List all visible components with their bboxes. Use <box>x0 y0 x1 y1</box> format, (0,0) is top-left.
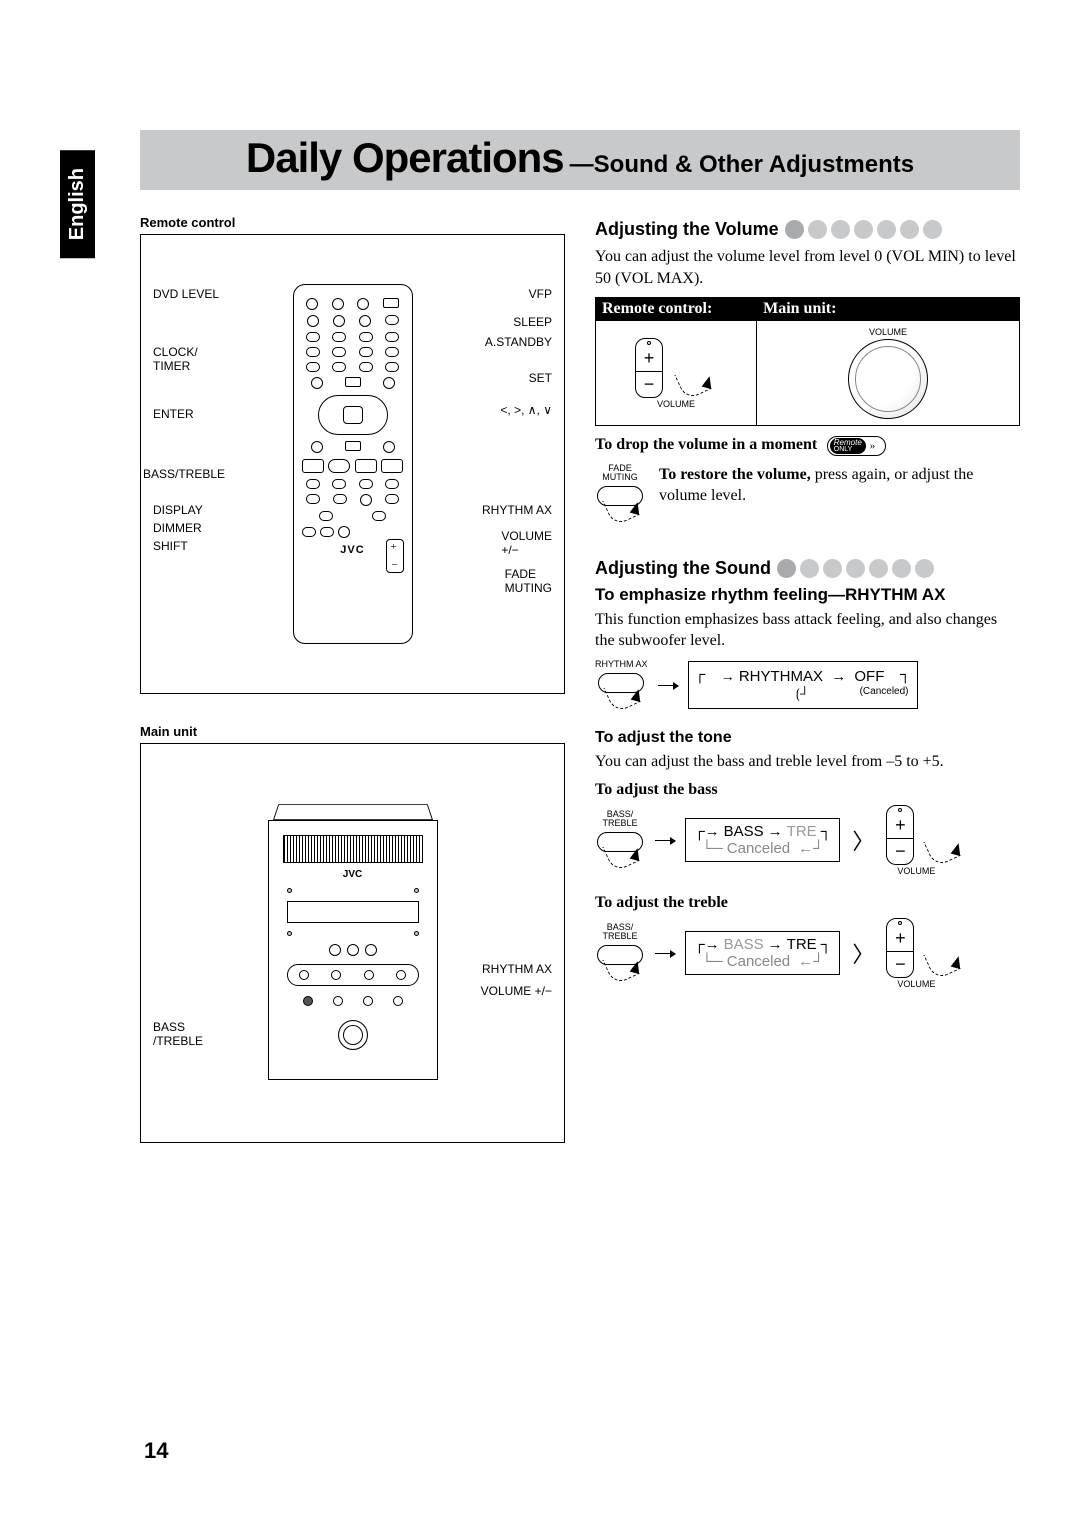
volume-knob-icon <box>848 339 928 419</box>
th-remote: Remote control: <box>596 298 757 321</box>
lead-volume: VOLUME +/− <box>501 529 552 557</box>
remote-illustration: JVC <box>293 284 413 644</box>
unit-brand: JVC <box>269 869 437 880</box>
rhythm-ax-body: This function emphasizes bass attack fee… <box>595 609 1020 652</box>
lead-display: DISPLAY <box>153 503 203 517</box>
chevron-icon: 〉 <box>850 937 876 969</box>
fade-muting-button-diagram: FADE MUTING <box>595 464 645 524</box>
lead-bass-treble: BASS/TREBLE <box>143 467 225 481</box>
knob-icon <box>338 1020 368 1050</box>
lead-set: SET <box>529 371 552 385</box>
tone-body: You can adjust the bass and treble level… <box>595 751 1020 773</box>
bass-button-diagram: BASS/ TREBLE <box>595 810 645 870</box>
volume-body: You can adjust the volume level from lev… <box>595 246 1020 289</box>
lead-fade-muting: FADE MUTING <box>505 567 552 595</box>
bass-seq-box: ┌→ BASS → TRE ┐ └─Canceled←┘ <box>685 818 840 862</box>
remote-diagram-box: JVC DVD LEVEL CLOCK/ TIMER ENTER BASS/TR… <box>140 234 565 694</box>
unit-diagram-box: JVC BASS /TREBLE RHYTHM AX VOLUME +/− <box>140 743 565 1143</box>
arrow-icon <box>658 685 678 686</box>
left-column: Remote control <box>140 215 565 1143</box>
unit-illustration: JVC <box>268 798 438 1088</box>
lead-unit-rhythm: RHYTHM AX <box>482 962 552 976</box>
lead-unit-volume: VOLUME +/− <box>481 984 552 998</box>
drop-volume-label: To drop the volume in a moment <box>595 436 817 453</box>
lead-shift: SHIFT <box>153 539 188 553</box>
arrow-icon <box>655 953 675 954</box>
page-number: 14 <box>144 1438 168 1464</box>
section-title-bar: Daily Operations —Sound & Other Adjustme… <box>140 130 1020 190</box>
treble-seq-box: ┌→ BASS → TRE ┐ └─Canceled←┘ <box>685 931 840 975</box>
lead-vfp: VFP <box>529 287 552 301</box>
th-main: Main unit: <box>757 298 1020 321</box>
rhythm-ax-button-diagram: RHYTHM AX <box>595 660 648 711</box>
bass-label: To adjust the bass <box>595 781 1020 799</box>
rhythm-ax-title: To emphasize rhythm feeling—RHYTHM AX <box>595 585 1020 605</box>
treble-vol-diagram: +− VOLUME <box>886 918 946 989</box>
bass-vol-diagram: +− VOLUME <box>886 805 946 876</box>
arrow-icon <box>655 840 675 841</box>
language-tab: English <box>60 150 95 258</box>
press-icon <box>667 358 717 398</box>
lead-enter: ENTER <box>153 407 194 421</box>
remote-only-badge: RemoteONLY » <box>827 436 887 456</box>
volume-rocker-icon <box>386 539 404 573</box>
lead-dvd-level: DVD LEVEL <box>153 287 219 301</box>
lead-clock-timer: CLOCK/ TIMER <box>153 345 198 373</box>
treble-label: To adjust the treble <box>595 894 1020 912</box>
unit-label: Main unit <box>140 724 565 739</box>
lead-unit-bass-treble: BASS /TREBLE <box>153 1020 203 1048</box>
chevron-icon: 〉 <box>850 824 876 856</box>
right-column: Adjusting the Volume You can adjust the … <box>595 215 1020 1143</box>
lead-dimmer: DIMMER <box>153 521 202 535</box>
lead-rhythm-ax: RHYTHM AX <box>482 503 552 517</box>
volume-section-header: Adjusting the Volume <box>595 219 1020 240</box>
lead-sleep: SLEEP <box>513 315 552 329</box>
title-main: Daily Operations <box>246 134 564 182</box>
nav-pad-icon <box>318 395 388 435</box>
volume-table: Remote control: Main unit: +− VOLUM <box>595 297 1020 426</box>
lead-astandby: A.STANDBY <box>485 335 552 349</box>
lead-cursor: <, >, ∧, ∨ <box>500 403 552 417</box>
volume-section-title: Adjusting the Volume <box>595 219 779 240</box>
tone-title: To adjust the tone <box>595 729 1020 747</box>
rhythm-seq-box: → RHYTHMAX → OFF ┐ ┌ ⟮┘ (Canceled) <box>688 661 918 709</box>
remote-label: Remote control <box>140 215 565 230</box>
restore-bold: To restore the volume, <box>659 466 811 483</box>
cell-main-vol: VOLUME <box>757 321 1020 426</box>
sound-section-title: Adjusting the Sound <box>595 558 771 579</box>
vol-label: VOLUME <box>657 400 695 409</box>
treble-button-diagram: BASS/ TREBLE <box>595 923 645 983</box>
vol-knob-label: VOLUME <box>869 328 907 337</box>
cell-remote-vol: +− VOLUME <box>596 321 757 426</box>
sound-section-header: Adjusting the Sound <box>595 558 1020 579</box>
title-sub: —Sound & Other Adjustments <box>570 151 914 179</box>
